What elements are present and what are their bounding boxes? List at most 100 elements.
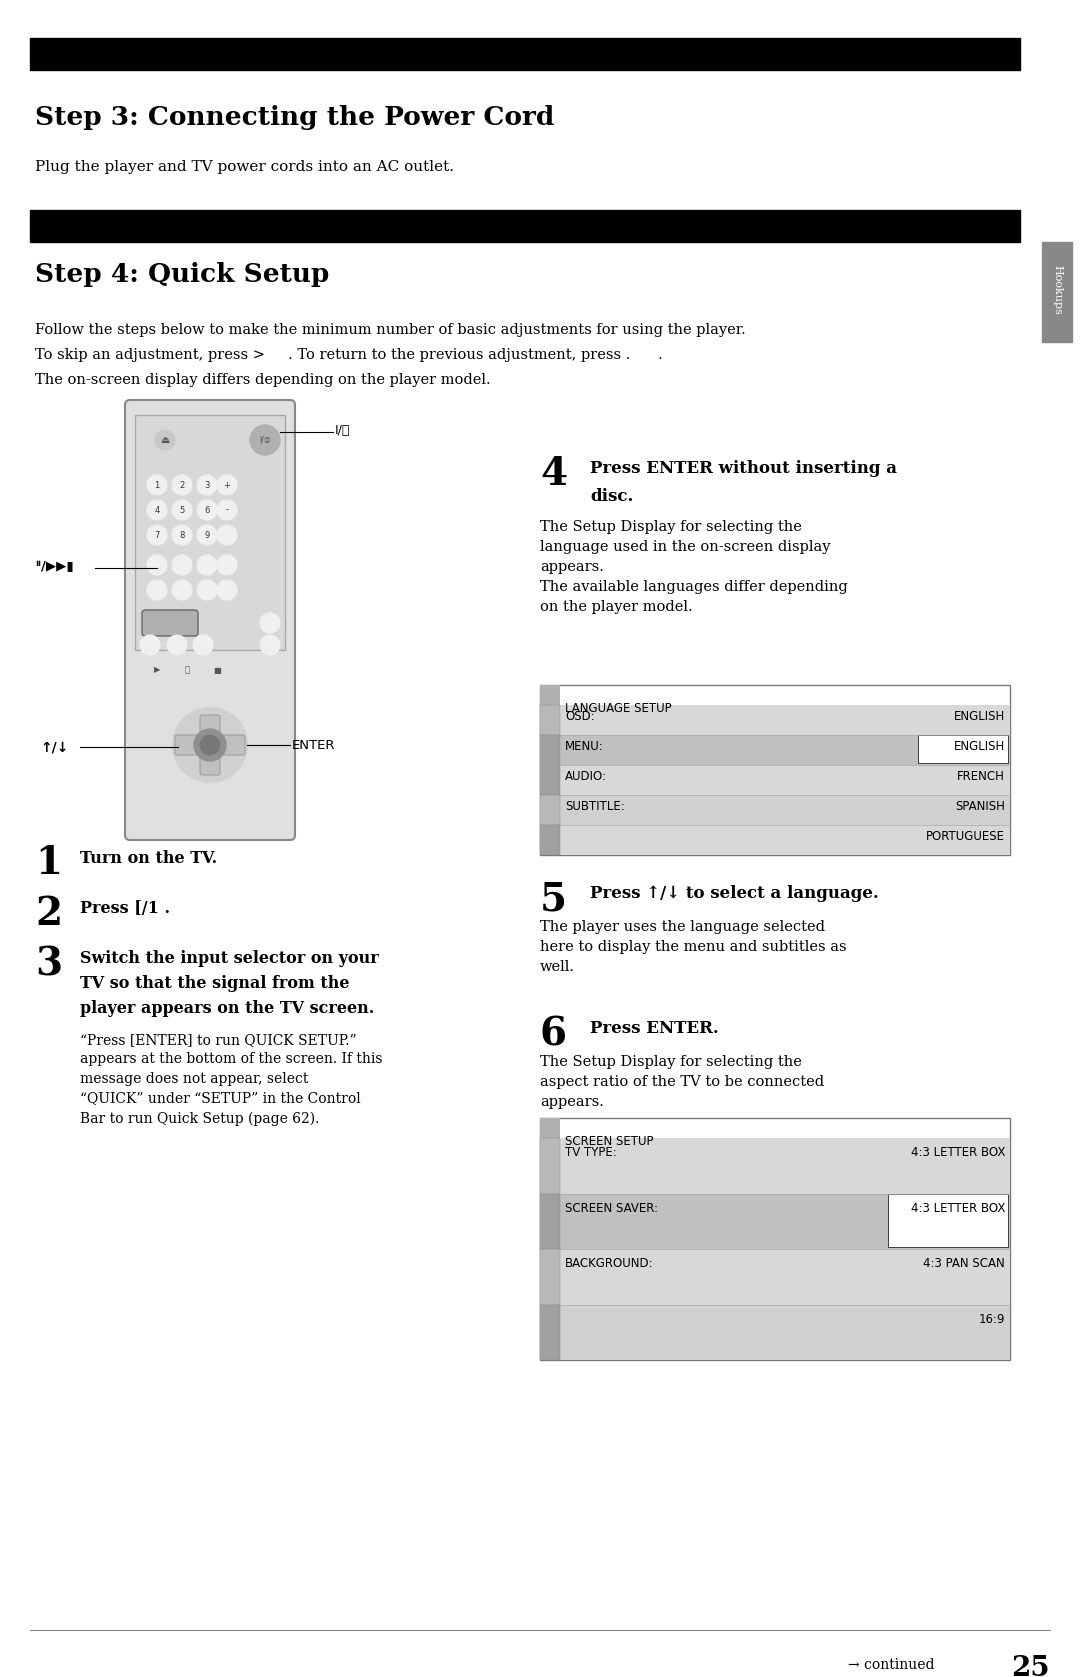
- Circle shape: [156, 429, 175, 449]
- Text: 16:9: 16:9: [978, 1313, 1005, 1327]
- Text: BACKGROUND:: BACKGROUND:: [565, 1258, 653, 1269]
- Text: LANGUAGE SETUP: LANGUAGE SETUP: [565, 703, 672, 714]
- Text: 6: 6: [540, 1015, 567, 1053]
- Circle shape: [200, 790, 220, 810]
- Circle shape: [193, 636, 213, 656]
- Bar: [540, 684, 561, 855]
- Bar: [540, 1249, 561, 1305]
- Text: 4:3 PAN SCAN: 4:3 PAN SCAN: [923, 1258, 1005, 1269]
- Text: 7: 7: [154, 530, 160, 540]
- Text: 9: 9: [204, 530, 210, 540]
- Bar: [1042, 241, 1072, 342]
- Text: TV so that the signal from the: TV so that the signal from the: [80, 974, 350, 993]
- Bar: [918, 735, 1008, 763]
- Circle shape: [172, 500, 192, 520]
- Circle shape: [200, 735, 220, 755]
- Circle shape: [197, 580, 217, 600]
- Text: The Setup Display for selecting the
language used in the on-screen display
appea: The Setup Display for selecting the lang…: [540, 520, 848, 614]
- Circle shape: [147, 475, 167, 495]
- Circle shape: [172, 555, 192, 575]
- Text: Step 3: Connecting the Power Cord: Step 3: Connecting the Power Cord: [35, 106, 554, 131]
- Circle shape: [147, 580, 167, 600]
- Text: Press ENTER without inserting a: Press ENTER without inserting a: [590, 459, 897, 476]
- Text: SPANISH: SPANISH: [955, 800, 1005, 812]
- Circle shape: [217, 525, 237, 545]
- Text: 1: 1: [154, 481, 160, 490]
- Text: 3: 3: [35, 946, 63, 983]
- Text: I/①: I/①: [259, 436, 271, 444]
- Text: ⏏: ⏏: [160, 434, 170, 444]
- Text: Turn on the TV.: Turn on the TV.: [80, 850, 217, 867]
- Text: To skip an adjustment, press >     . To return to the previous adjustment, press: To skip an adjustment, press > . To retu…: [35, 349, 663, 362]
- Text: +: +: [224, 481, 230, 490]
- Text: ᑊᑊ/▶▶▮: ᑊᑊ/▶▶▮: [35, 560, 73, 574]
- Bar: [561, 765, 1010, 795]
- Circle shape: [147, 525, 167, 545]
- Bar: [561, 1194, 1010, 1249]
- Circle shape: [240, 790, 260, 810]
- Text: 4: 4: [540, 454, 567, 493]
- Text: 25: 25: [1011, 1655, 1050, 1677]
- Circle shape: [197, 475, 217, 495]
- Text: AUDIO:: AUDIO:: [565, 770, 607, 783]
- Text: The on-screen display differs depending on the player model.: The on-screen display differs depending …: [35, 372, 490, 387]
- Text: SCREEN SETUP: SCREEN SETUP: [565, 1135, 653, 1149]
- Bar: [540, 684, 1010, 855]
- Text: 2: 2: [179, 481, 185, 490]
- Text: Hookups: Hookups: [1052, 265, 1062, 315]
- Text: ▶: ▶: [153, 666, 160, 674]
- Bar: [561, 1305, 1010, 1360]
- Circle shape: [172, 475, 192, 495]
- Text: Press ↑/↓ to select a language.: Press ↑/↓ to select a language.: [590, 885, 879, 902]
- Text: ↑/↓: ↑/↓: [40, 740, 68, 755]
- Circle shape: [173, 708, 247, 781]
- Text: PORTUGUESE: PORTUGUESE: [926, 830, 1005, 842]
- Text: -: -: [226, 505, 229, 515]
- Text: FRENCH: FRENCH: [957, 770, 1005, 783]
- Text: I/ⓞ: I/ⓞ: [335, 424, 350, 436]
- Text: TV TYPE:: TV TYPE:: [565, 1147, 617, 1159]
- Text: 5: 5: [179, 505, 185, 515]
- Circle shape: [146, 659, 168, 681]
- Text: disc.: disc.: [590, 488, 633, 505]
- Bar: [540, 1119, 561, 1360]
- Circle shape: [147, 555, 167, 575]
- Circle shape: [217, 580, 237, 600]
- Text: ENGLISH: ENGLISH: [954, 740, 1005, 753]
- Circle shape: [167, 636, 187, 656]
- Text: OSD:: OSD:: [565, 709, 595, 723]
- Bar: [540, 825, 561, 855]
- Bar: [30, 210, 1020, 241]
- Circle shape: [249, 424, 280, 454]
- Bar: [30, 39, 1020, 70]
- Bar: [540, 1139, 561, 1194]
- Bar: [540, 1305, 561, 1360]
- Text: player appears on the TV screen.: player appears on the TV screen.: [80, 999, 375, 1016]
- Circle shape: [172, 580, 192, 600]
- Circle shape: [172, 525, 192, 545]
- Circle shape: [260, 614, 280, 632]
- Text: 4:3 LETTER BOX: 4:3 LETTER BOX: [910, 1202, 1005, 1214]
- Circle shape: [217, 555, 237, 575]
- Text: SUBTITLE:: SUBTITLE:: [565, 800, 624, 812]
- Bar: [540, 1119, 1010, 1360]
- Circle shape: [147, 500, 167, 520]
- Text: SCREEN SAVER:: SCREEN SAVER:: [565, 1202, 658, 1214]
- FancyBboxPatch shape: [175, 735, 205, 755]
- Text: MENU:: MENU:: [565, 740, 604, 753]
- Text: Switch the input selector on your: Switch the input selector on your: [80, 949, 379, 968]
- Bar: [561, 795, 1010, 825]
- Text: Follow the steps below to make the minimum number of basic adjustments for using: Follow the steps below to make the minim…: [35, 324, 746, 337]
- Circle shape: [206, 659, 228, 681]
- Bar: [540, 1194, 561, 1249]
- Bar: [540, 795, 561, 825]
- Circle shape: [197, 555, 217, 575]
- Text: Plug the player and TV power cords into an AC outlet.: Plug the player and TV power cords into …: [35, 159, 454, 174]
- Text: 5: 5: [540, 880, 567, 917]
- Text: Step 4: Quick Setup: Step 4: Quick Setup: [35, 262, 329, 287]
- Bar: [540, 704, 561, 735]
- Text: 3: 3: [204, 481, 210, 490]
- FancyBboxPatch shape: [200, 745, 220, 775]
- FancyBboxPatch shape: [125, 401, 295, 840]
- Text: ⏸: ⏸: [185, 666, 189, 674]
